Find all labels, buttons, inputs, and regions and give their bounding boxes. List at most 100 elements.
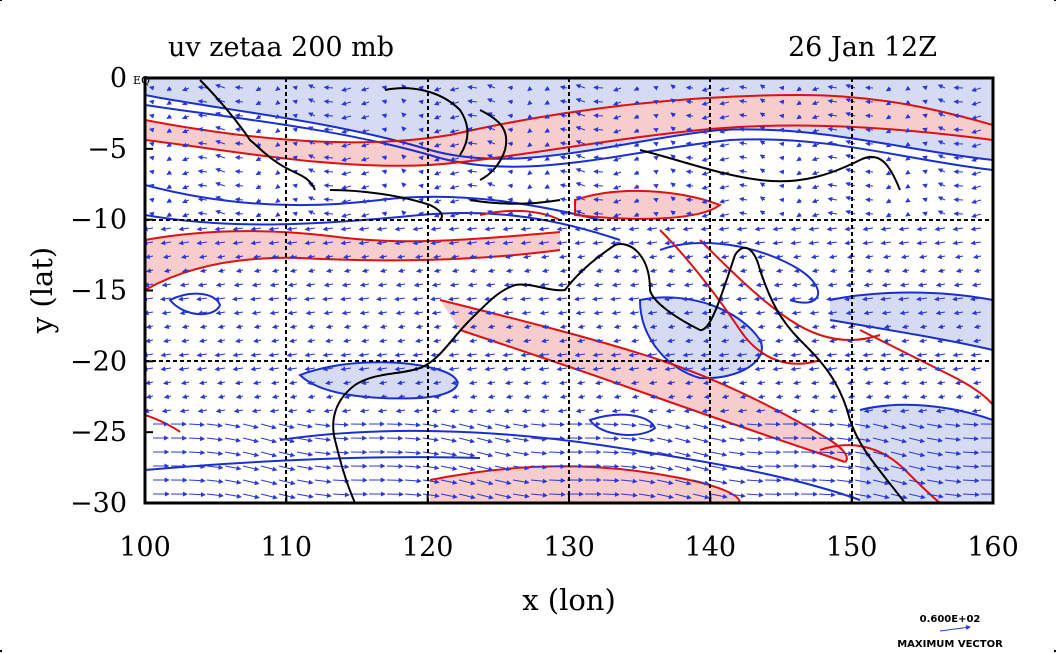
wind-vector bbox=[811, 212, 820, 218]
wind-vector bbox=[287, 310, 298, 316]
wind-vector bbox=[527, 114, 533, 120]
wind-vector bbox=[255, 128, 262, 133]
y-tick-label: −5 bbox=[87, 134, 127, 165]
wind-vector bbox=[234, 169, 244, 175]
wind-vector bbox=[304, 366, 316, 372]
wind-vector bbox=[251, 282, 262, 288]
wind-vector bbox=[633, 128, 640, 133]
wind-vector bbox=[275, 183, 281, 189]
wind-vector bbox=[381, 127, 388, 133]
wind-vector bbox=[973, 338, 982, 344]
wind-vector bbox=[376, 296, 388, 302]
wind-vector bbox=[418, 169, 424, 175]
wind-vector bbox=[811, 100, 820, 106]
wind-vector bbox=[486, 254, 496, 260]
wind-vector bbox=[719, 86, 730, 92]
wind-vector bbox=[883, 268, 892, 273]
wind-vector bbox=[778, 169, 785, 175]
wind-vector bbox=[250, 352, 262, 358]
wind-vector bbox=[922, 141, 928, 147]
wind-vector bbox=[937, 338, 946, 344]
wind-vector bbox=[922, 183, 928, 189]
wind-vector bbox=[880, 296, 892, 302]
wind-vector bbox=[234, 211, 244, 217]
wind-vector bbox=[971, 101, 982, 106]
wind-vector bbox=[612, 212, 622, 218]
wind-vector bbox=[322, 296, 334, 302]
wind-vector bbox=[306, 380, 316, 386]
wind-vector bbox=[181, 128, 190, 134]
wind-vector bbox=[548, 477, 566, 483]
wind-vector bbox=[811, 198, 820, 204]
wind-vector bbox=[275, 211, 281, 217]
wind-vector bbox=[774, 380, 784, 386]
wind-vector bbox=[145, 268, 154, 273]
wind-vector bbox=[793, 324, 802, 329]
wind-vector bbox=[811, 338, 820, 344]
wind-vector bbox=[628, 240, 640, 246]
wind-vector bbox=[778, 141, 785, 147]
wind-vector bbox=[718, 366, 730, 372]
wind-vector bbox=[613, 268, 622, 273]
wind-vector bbox=[255, 170, 262, 175]
wind-vector bbox=[937, 182, 946, 187]
wind-vector bbox=[738, 98, 748, 104]
wind-vector bbox=[307, 98, 316, 104]
wind-vector bbox=[574, 240, 586, 246]
wind-vector bbox=[738, 154, 748, 160]
wind-vector bbox=[633, 142, 640, 147]
wind-vector bbox=[376, 226, 388, 232]
wind-vector bbox=[467, 140, 478, 146]
wind-vector bbox=[556, 352, 568, 358]
wind-vector bbox=[160, 296, 172, 302]
wind-vector bbox=[559, 85, 568, 91]
wind-vector bbox=[757, 338, 766, 344]
wind-vector bbox=[885, 156, 892, 162]
wind-vector bbox=[466, 296, 478, 302]
wind-vector bbox=[901, 324, 910, 329]
wind-vector bbox=[358, 296, 370, 302]
wind-vector bbox=[304, 296, 316, 302]
wind-vector bbox=[196, 226, 208, 232]
wind-vector bbox=[507, 155, 514, 161]
wind-vector bbox=[845, 111, 856, 117]
wind-vector bbox=[255, 114, 262, 119]
wind-vector bbox=[394, 366, 406, 372]
wind-vector bbox=[467, 98, 478, 104]
wind-vector bbox=[811, 86, 820, 92]
plot-title: uv zetaa 200 mb bbox=[168, 32, 394, 63]
wind-vector bbox=[719, 198, 730, 204]
wind-vector bbox=[527, 128, 533, 134]
wind-vector bbox=[922, 211, 928, 217]
wind-vector bbox=[180, 254, 190, 260]
wind-vector bbox=[325, 268, 334, 273]
wind-vector bbox=[323, 127, 334, 133]
wind-vector bbox=[790, 296, 802, 302]
wind-vector bbox=[900, 254, 910, 260]
wind-vector bbox=[181, 338, 190, 344]
wind-vector bbox=[484, 366, 496, 372]
wind-vector bbox=[307, 268, 316, 273]
wind-vector bbox=[937, 126, 946, 131]
wind-vector bbox=[775, 324, 784, 329]
wind-vector bbox=[287, 282, 298, 288]
wind-vector bbox=[544, 114, 550, 119]
wind-vector bbox=[323, 155, 334, 161]
wind-vector bbox=[181, 114, 190, 120]
wind-vector bbox=[916, 296, 928, 302]
wind-vector bbox=[449, 170, 460, 176]
wind-vector bbox=[952, 296, 964, 302]
wind-vector bbox=[377, 282, 388, 288]
wind-vector bbox=[378, 254, 388, 260]
wind-vector bbox=[971, 213, 982, 218]
wind-vector bbox=[197, 126, 208, 132]
wind-vector bbox=[649, 324, 658, 329]
wind-vector bbox=[548, 463, 566, 469]
wind-vector bbox=[217, 268, 226, 273]
wind-vector bbox=[341, 87, 352, 92]
wind-vector bbox=[826, 226, 838, 232]
wind-vector bbox=[394, 296, 406, 302]
wind-vector bbox=[178, 226, 190, 232]
wind-vector bbox=[602, 491, 620, 497]
